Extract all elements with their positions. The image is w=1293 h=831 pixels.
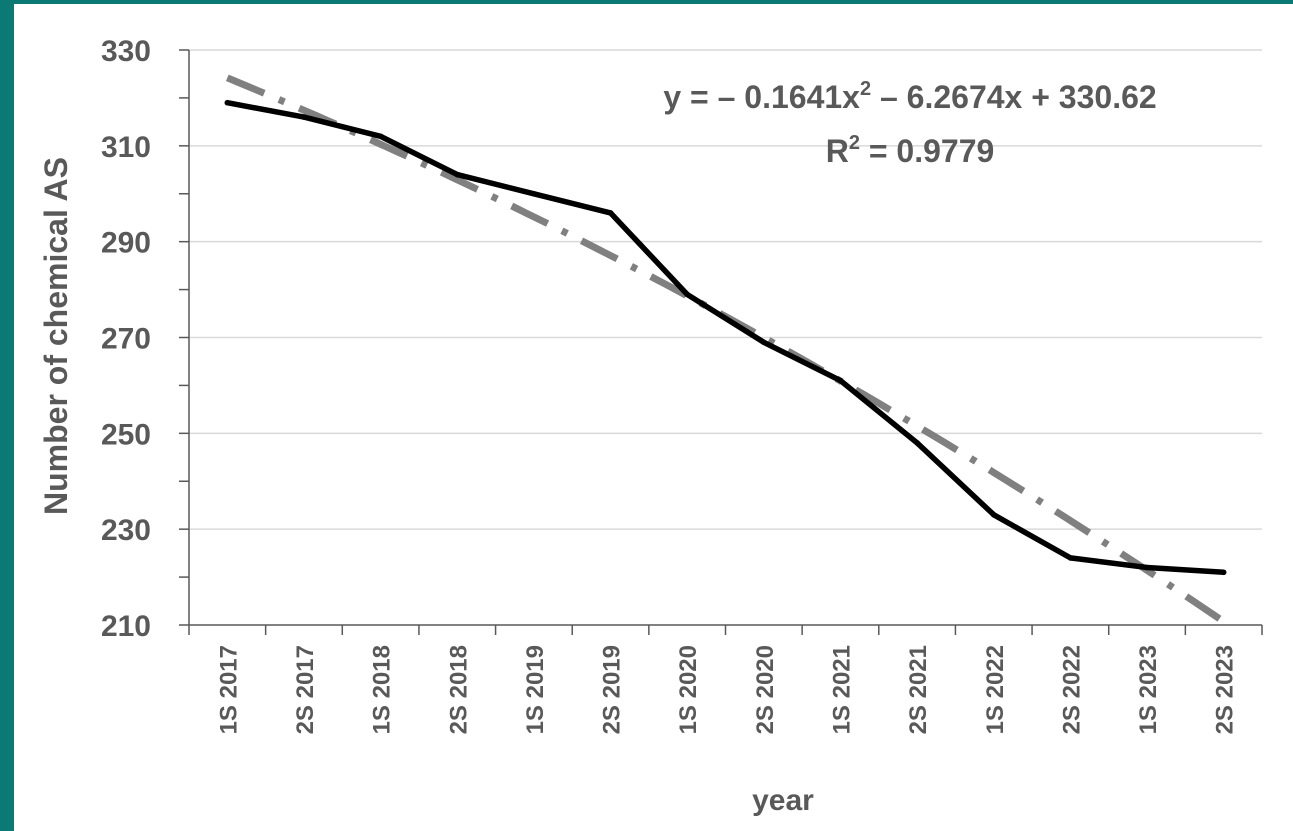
x-tick-label: 1S 2020 [675, 645, 702, 734]
y-tick-label-210: 210 [101, 610, 151, 643]
data-point [914, 440, 920, 446]
chart-frame [14, 4, 1293, 831]
data-point [1144, 564, 1150, 571]
x-tick-label: 1S 2021 [828, 645, 855, 734]
x-tick-label: 1S 2023 [1135, 645, 1162, 734]
data-point [454, 171, 461, 178]
y-tick-label-330: 330 [101, 35, 151, 68]
data-point [837, 377, 844, 384]
y-tick-label-310: 310 [101, 131, 151, 164]
series-points [224, 99, 1227, 576]
data-point [684, 291, 690, 298]
trendline [225, 74, 1226, 625]
y-tick-labels: 210 230 250 270 290 310 330 [101, 35, 151, 643]
data-point [607, 210, 614, 216]
data-point [1220, 569, 1227, 576]
axes [179, 49, 1263, 635]
y-tick-label-270: 270 [101, 323, 151, 356]
data-point [531, 190, 537, 197]
x-tick-label: 1S 2018 [369, 645, 396, 734]
x-tick-label: 1S 2019 [522, 645, 549, 734]
x-tick-label: 2S 2023 [1212, 645, 1239, 734]
x-tick-label: 2S 2021 [905, 645, 932, 734]
x-tick-labels: 1S 2017 2S 2017 1S 2018 2S 2018 1S 2019 2S 20… [215, 645, 1238, 734]
data-point [1067, 555, 1074, 561]
x-axis-title: year [752, 784, 814, 817]
data-point [761, 339, 767, 346]
x-tick-label: 2S 2020 [752, 645, 779, 734]
y-tick-label-230: 230 [101, 514, 151, 547]
gridlines [189, 49, 1262, 530]
data-point [224, 99, 231, 106]
data-point [301, 114, 307, 120]
y-tick-label-250: 250 [101, 418, 151, 451]
x-tick-label: 2S 2017 [292, 645, 319, 734]
y-tick-label-290: 290 [101, 227, 151, 260]
data-point [377, 133, 384, 140]
trendline-equation: y = – 0.1641x2 – 6.2674x + 330.62 [663, 78, 1156, 115]
trendline-r-squared: R2 = 0.9779 [826, 132, 995, 169]
series-line [226, 99, 1224, 576]
x-tick-label: 2S 2022 [1058, 645, 1085, 734]
x-tick-label: 2S 2019 [599, 645, 626, 734]
x-tick-label: 2S 2018 [445, 645, 472, 734]
data-point [990, 511, 997, 518]
x-tick-label: 1S 2022 [982, 645, 1009, 734]
x-tick-label: 1S 2017 [215, 645, 242, 734]
y-axis-title: Number of chemical AS [38, 157, 74, 515]
